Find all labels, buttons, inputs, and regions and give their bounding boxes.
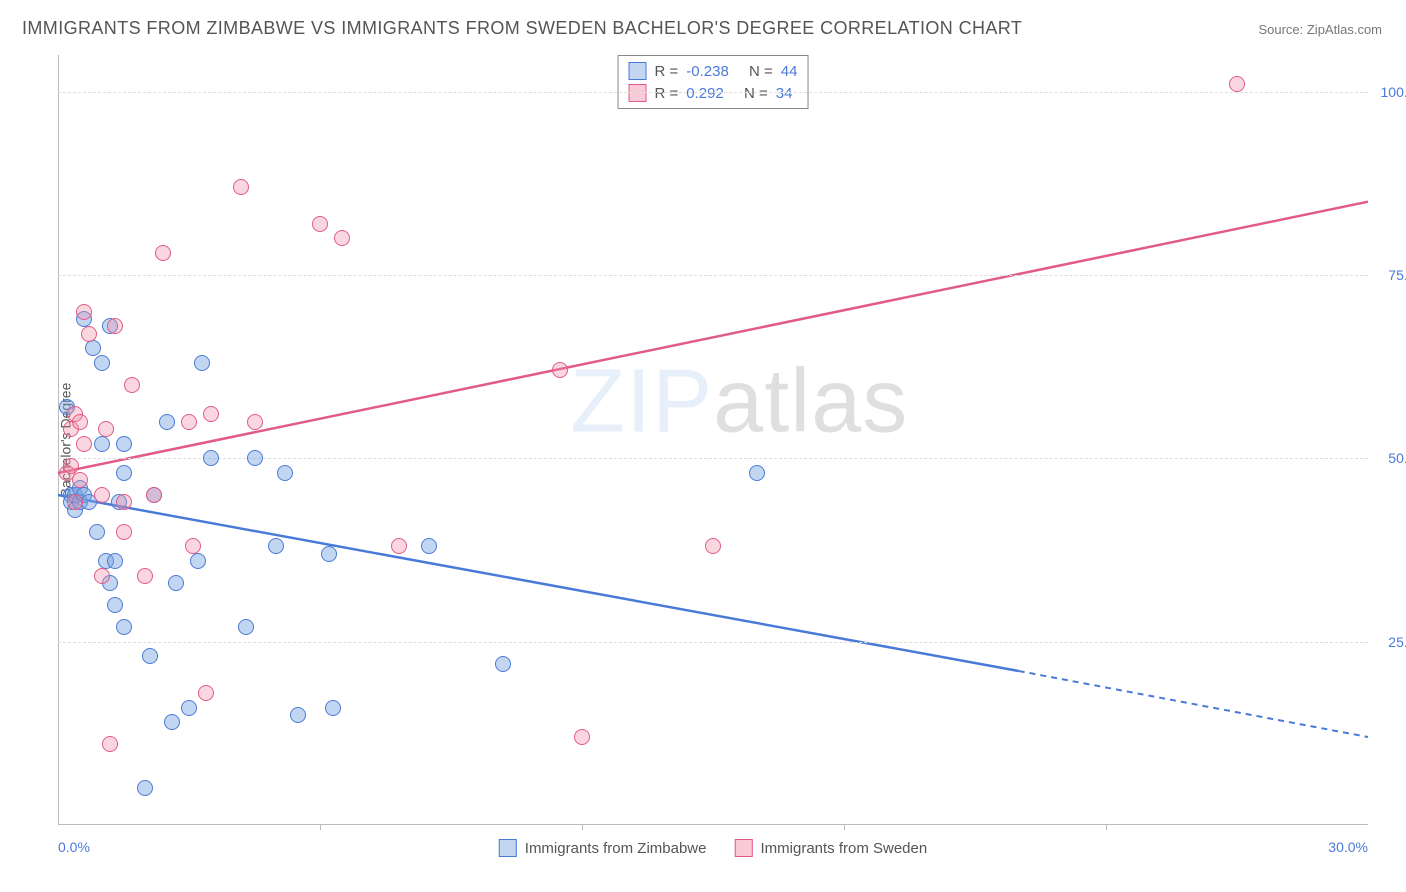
- data-point: [168, 575, 184, 591]
- data-point: [574, 729, 590, 745]
- data-point: [102, 736, 118, 752]
- legend-label: Immigrants from Sweden: [760, 840, 927, 857]
- data-point: [67, 494, 83, 510]
- data-point: [137, 780, 153, 796]
- data-point: [198, 685, 214, 701]
- data-point: [107, 318, 123, 334]
- legend-swatch: [629, 84, 647, 102]
- series-legend: Immigrants from Zimbabwe Immigrants from …: [499, 839, 927, 857]
- data-point: [76, 304, 92, 320]
- data-point: [749, 465, 765, 481]
- data-point: [116, 524, 132, 540]
- data-point: [190, 553, 206, 569]
- data-point: [116, 619, 132, 635]
- data-point: [155, 245, 171, 261]
- data-point: [116, 436, 132, 452]
- x-tick: [844, 825, 845, 830]
- data-point: [705, 538, 721, 554]
- trend-lines: [58, 55, 1368, 825]
- data-point: [159, 414, 175, 430]
- data-point: [89, 524, 105, 540]
- x-tick: [582, 825, 583, 830]
- x-tick: [1106, 825, 1107, 830]
- stats-legend: R = -0.238 N = 44R = 0.292 N = 34: [618, 55, 809, 109]
- y-tick-label: 50.0%: [1373, 450, 1406, 466]
- legend-swatch: [734, 839, 752, 857]
- data-point: [107, 553, 123, 569]
- data-point: [124, 377, 140, 393]
- gridline: [58, 275, 1368, 276]
- data-point: [203, 450, 219, 466]
- data-point: [181, 414, 197, 430]
- data-point: [238, 619, 254, 635]
- stats-row: R = -0.238 N = 44: [629, 60, 798, 82]
- data-point: [181, 700, 197, 716]
- data-point: [247, 450, 263, 466]
- legend-item: Immigrants from Zimbabwe: [499, 839, 707, 857]
- y-tick-label: 25.0%: [1373, 634, 1406, 650]
- data-point: [72, 472, 88, 488]
- data-point: [94, 487, 110, 503]
- data-point: [268, 538, 284, 554]
- data-point: [146, 487, 162, 503]
- legend-item: Immigrants from Sweden: [734, 839, 927, 857]
- x-tick-label: 0.0%: [58, 839, 90, 855]
- data-point: [137, 568, 153, 584]
- data-point: [185, 538, 201, 554]
- data-point: [552, 362, 568, 378]
- data-point: [312, 216, 328, 232]
- gridline: [58, 642, 1368, 643]
- data-point: [290, 707, 306, 723]
- x-tick: [320, 825, 321, 830]
- data-point: [233, 179, 249, 195]
- data-point: [76, 436, 92, 452]
- data-point: [321, 546, 337, 562]
- chart-area: Bachelor's Degree ZIPatlas R = -0.238 N …: [58, 55, 1368, 825]
- data-point: [203, 406, 219, 422]
- data-point: [81, 326, 97, 342]
- data-point: [142, 648, 158, 664]
- data-point: [85, 340, 101, 356]
- data-point: [391, 538, 407, 554]
- legend-swatch: [499, 839, 517, 857]
- data-point: [94, 436, 110, 452]
- data-point: [72, 414, 88, 430]
- data-point: [107, 597, 123, 613]
- data-point: [116, 494, 132, 510]
- data-point: [1229, 76, 1245, 92]
- data-point: [325, 700, 341, 716]
- source-label: Source: ZipAtlas.com: [1258, 22, 1382, 37]
- data-point: [116, 465, 132, 481]
- data-point: [194, 355, 210, 371]
- data-point: [98, 421, 114, 437]
- legend-label: Immigrants from Zimbabwe: [525, 840, 707, 857]
- data-point: [421, 538, 437, 554]
- data-point: [277, 465, 293, 481]
- gridline: [58, 92, 1368, 93]
- data-point: [334, 230, 350, 246]
- data-point: [495, 656, 511, 672]
- data-point: [247, 414, 263, 430]
- x-tick-label: 30.0%: [1328, 839, 1368, 855]
- data-point: [63, 458, 79, 474]
- data-point: [94, 355, 110, 371]
- y-tick-label: 75.0%: [1373, 267, 1406, 283]
- data-point: [94, 568, 110, 584]
- legend-swatch: [629, 62, 647, 80]
- chart-title: IMMIGRANTS FROM ZIMBABWE VS IMMIGRANTS F…: [22, 18, 1022, 39]
- data-point: [164, 714, 180, 730]
- stats-row: R = 0.292 N = 34: [629, 82, 798, 104]
- y-tick-label: 100.0%: [1373, 84, 1406, 100]
